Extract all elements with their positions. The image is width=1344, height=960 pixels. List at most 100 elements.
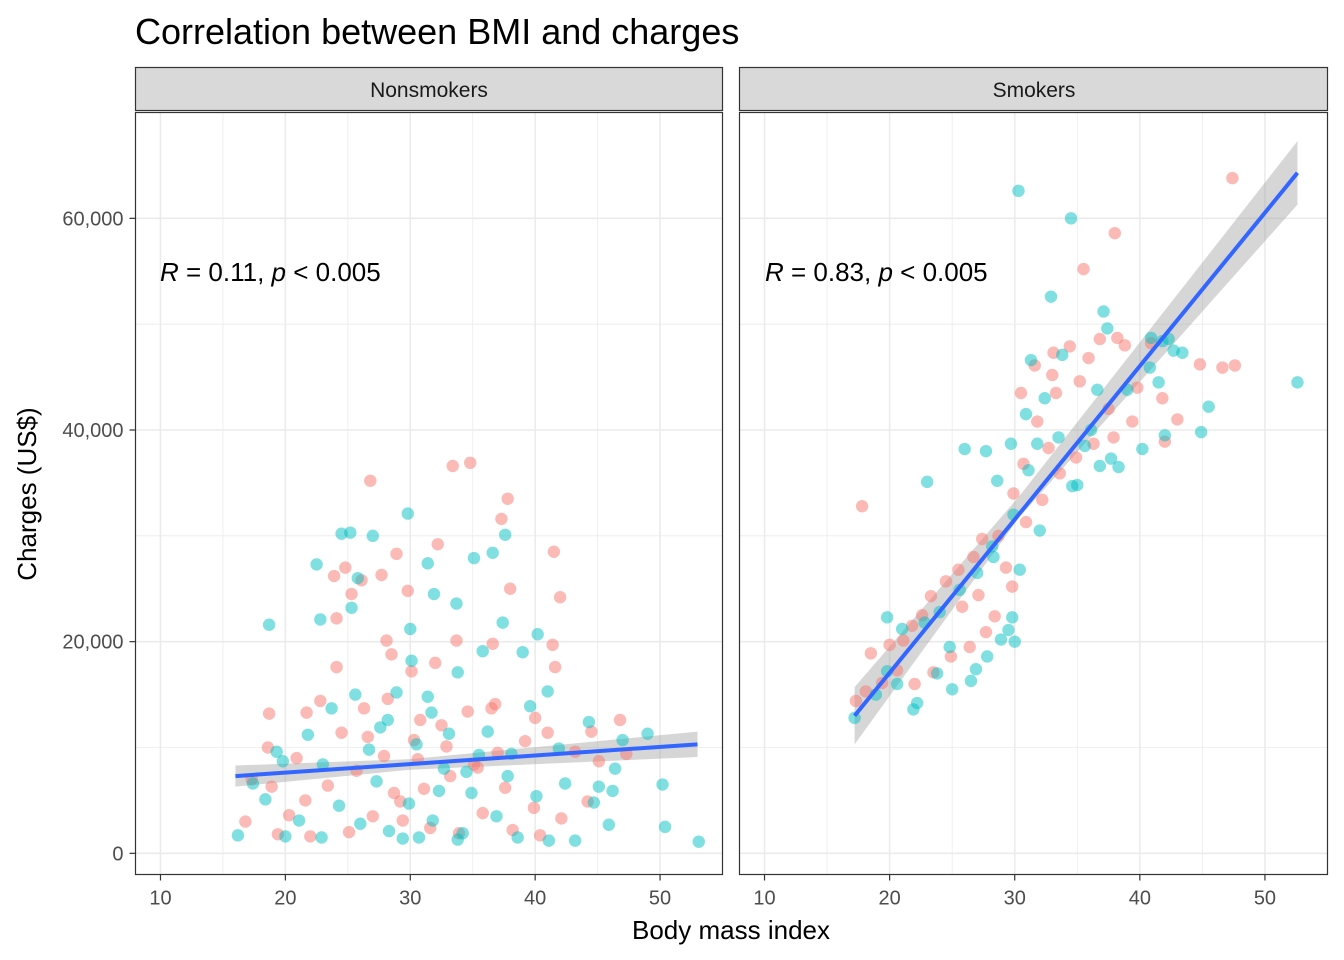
data-point xyxy=(1144,331,1158,345)
data-point xyxy=(553,591,567,604)
data-point xyxy=(1069,451,1083,464)
data-point xyxy=(1158,429,1172,442)
x-tick-label: 40 xyxy=(1129,888,1151,910)
data-point xyxy=(994,633,1008,646)
data-point xyxy=(1006,611,1019,624)
data-point xyxy=(958,442,971,456)
data-point xyxy=(952,563,965,576)
data-point xyxy=(656,778,669,791)
data-point xyxy=(314,694,327,708)
data-point xyxy=(613,713,627,727)
grid-nonsmokers xyxy=(135,112,723,875)
x-tick-label: 30 xyxy=(1004,888,1026,910)
data-point xyxy=(541,726,554,739)
data-point xyxy=(602,818,616,831)
data-point xyxy=(1008,635,1021,648)
data-point xyxy=(265,780,278,793)
data-point xyxy=(342,825,356,839)
x-tick-label: 40 xyxy=(524,888,546,910)
data-point xyxy=(1042,441,1055,455)
data-point xyxy=(616,733,629,747)
data-point xyxy=(944,650,958,663)
data-point xyxy=(290,751,303,765)
strip-background-smokers xyxy=(738,66,1329,112)
data-point xyxy=(362,743,376,756)
data-point xyxy=(332,799,346,812)
data-point xyxy=(300,706,313,719)
data-point xyxy=(396,832,409,845)
data-point xyxy=(1006,580,1019,593)
data-point xyxy=(1007,487,1020,500)
data-point xyxy=(930,667,944,680)
data-point xyxy=(859,685,873,698)
data-point xyxy=(963,640,976,654)
data-point xyxy=(972,588,985,602)
data-point xyxy=(421,557,434,570)
data-point xyxy=(354,817,367,830)
data-point xyxy=(310,558,323,571)
data-point xyxy=(1002,623,1015,637)
data-point xyxy=(476,644,489,658)
data-point xyxy=(446,459,459,473)
data-point xyxy=(429,656,442,670)
data-point xyxy=(546,638,559,652)
data-point xyxy=(1077,262,1090,276)
data-point xyxy=(542,834,556,847)
data-point xyxy=(396,814,409,827)
data-point xyxy=(555,812,568,825)
data-point xyxy=(907,703,920,716)
data-point xyxy=(527,801,541,815)
data-point xyxy=(1049,386,1063,400)
data-point xyxy=(964,674,978,688)
data-point xyxy=(467,551,481,565)
data-point xyxy=(1216,361,1229,374)
data-point xyxy=(855,500,869,513)
data-point xyxy=(1194,425,1208,439)
strip-label-smokers: Smokers xyxy=(993,79,1076,102)
panel-nonsmokers: Nonsmokers R = 0.11, p < 0.005 xyxy=(134,66,724,876)
data-point xyxy=(1193,358,1207,371)
data-point xyxy=(1091,383,1104,396)
data-point xyxy=(692,835,705,848)
data-point xyxy=(239,815,252,828)
data-point xyxy=(1019,407,1033,421)
data-point xyxy=(568,834,582,847)
data-point xyxy=(1031,437,1044,450)
data-point xyxy=(330,660,343,674)
data-point xyxy=(431,538,444,551)
data-point xyxy=(920,475,934,489)
data-point xyxy=(924,589,938,603)
data-point xyxy=(531,628,544,641)
data-point xyxy=(259,793,272,806)
data-point xyxy=(351,571,365,585)
data-point xyxy=(1038,392,1051,405)
data-point xyxy=(357,702,371,715)
data-point xyxy=(387,786,401,800)
data-point xyxy=(541,685,554,698)
data-point xyxy=(641,727,654,740)
y-tick-label: 60,000 xyxy=(62,208,123,230)
data-point xyxy=(330,612,343,625)
data-point xyxy=(437,762,451,775)
data-point xyxy=(1112,460,1125,474)
data-point xyxy=(364,474,377,487)
data-point xyxy=(476,806,489,820)
data-point xyxy=(465,786,478,800)
strip-label-nonsmokers: Nonsmokers xyxy=(370,79,488,102)
data-point xyxy=(401,507,414,520)
data-point xyxy=(486,546,499,559)
data-point xyxy=(1046,368,1059,382)
data-point xyxy=(246,777,260,790)
x-tick-label: 10 xyxy=(753,888,775,910)
y-axis-title: Charges (US$) xyxy=(12,407,42,580)
data-point xyxy=(421,690,434,703)
data-point xyxy=(498,781,512,794)
data-point xyxy=(377,749,391,763)
data-point xyxy=(366,529,379,543)
data-point xyxy=(1033,524,1046,537)
data-point xyxy=(282,809,296,822)
data-point xyxy=(1063,340,1076,353)
fit-line-nonsmokers xyxy=(235,742,698,779)
data-point xyxy=(1019,515,1033,529)
